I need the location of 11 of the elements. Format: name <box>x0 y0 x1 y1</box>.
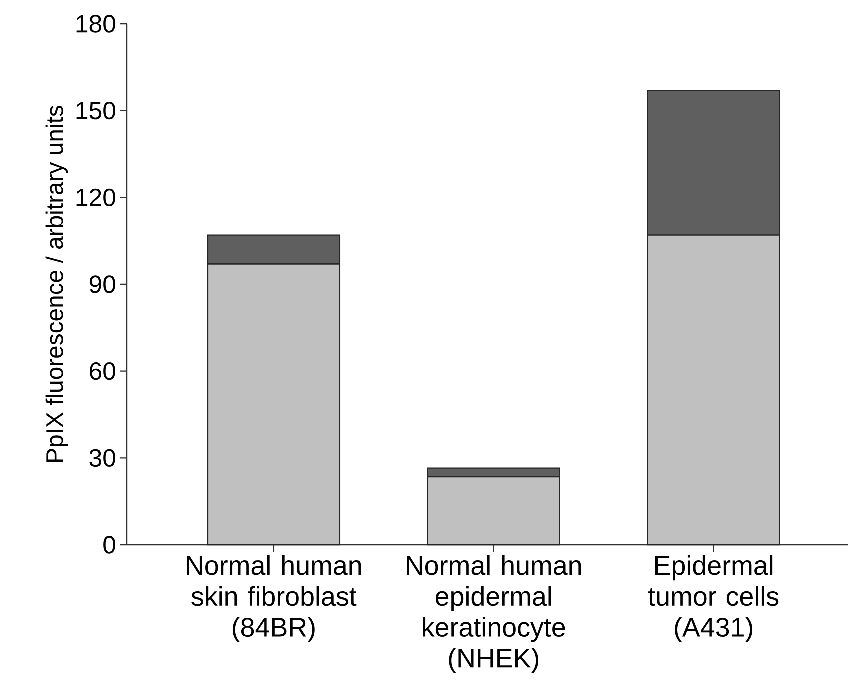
y-tick-label: 0 <box>104 536 116 554</box>
x-tick-label: Normal human skin fibroblast (84BR) <box>187 556 362 642</box>
x-tick-label: Normal human epidermal keratinocyte (NHEK) <box>407 556 582 674</box>
y-tick-label: 120 <box>76 188 116 206</box>
x-tick-label: Epidermal tumor cells (A431) <box>648 556 779 642</box>
y-tick-label: 180 <box>76 15 116 33</box>
y-axis-title: PpIX fluorescence / arbitrary units <box>46 106 68 462</box>
y-tick-label: 60 <box>90 362 116 380</box>
y-tick-label: 90 <box>90 276 116 294</box>
y-tick-label: 150 <box>76 102 116 120</box>
y-tick-label: 30 <box>90 449 116 467</box>
